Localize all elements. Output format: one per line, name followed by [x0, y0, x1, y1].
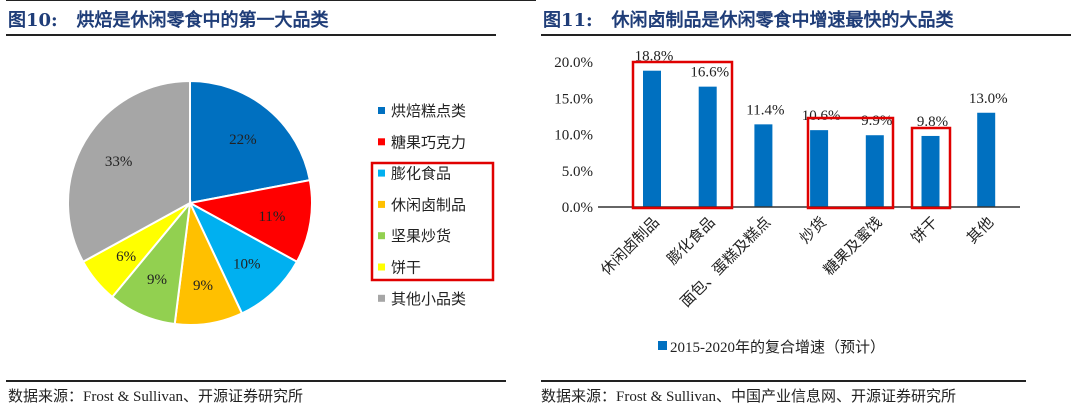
pie-slice-1 [187, 178, 313, 264]
legend-swatch-5 [378, 263, 385, 271]
bar-label-5: 9.8% [917, 114, 948, 130]
x-tick-0: 休闲卤制品 [598, 214, 663, 279]
bar-4 [865, 135, 884, 207]
left-title-rule [6, 34, 496, 36]
legend-item-6: 其他小品类 [391, 291, 466, 308]
bar-label-1: 16.6% [690, 65, 729, 81]
pie-label-3: 9% [193, 278, 213, 294]
left-chart-title: 图10: 烘焙是休闲零食中的第一大品类 [8, 10, 329, 31]
bar-legend-swatch [658, 341, 667, 350]
pie-label-0: 22% [229, 132, 257, 148]
bar-3 [810, 130, 829, 207]
x-tick-2: 面包、蛋糕及糕点 [677, 214, 774, 311]
pie-label-1: 11% [258, 209, 285, 225]
bar-5 [921, 135, 940, 207]
right-title-rule [541, 34, 1071, 36]
bar-6 [977, 112, 996, 207]
legend-item-1: 糖果巧克力 [391, 134, 466, 151]
legend-item-4: 坚果炒货 [391, 228, 451, 245]
bar-0 [643, 70, 661, 207]
y-tick-1: 5.0% [562, 164, 593, 180]
y-tick-0: 0.0% [562, 200, 593, 216]
right-source-rule [541, 380, 1026, 382]
y-tick-4: 20.0% [554, 55, 593, 71]
legend-swatch-6 [378, 294, 385, 302]
x-tick-3: 炒货 [797, 214, 830, 247]
right-chart-title: 图11: 休闲卤制品是休闲零食中增速最快的大品类 [543, 10, 954, 31]
bar-label-2: 11.4% [746, 102, 784, 118]
pie-slice-6 [67, 79, 191, 264]
legend-item-0: 烘焙糕点类 [391, 103, 466, 120]
left-source-rule [6, 380, 506, 382]
highlight-box-1 [806, 116, 895, 210]
bar-legend-label: 2015-2020年的复合增速（预计） [670, 338, 885, 356]
pie-label-2: 10% [233, 256, 261, 272]
highlight-box-0 [631, 60, 734, 210]
left-source: 数据来源：Frost & Sullivan、开源证券研究所 [8, 389, 304, 405]
pie-slice-2 [187, 200, 299, 315]
legend-swatch-1 [378, 138, 385, 146]
legend-swatch-2 [378, 169, 385, 177]
pie-label-4: 9% [147, 272, 167, 288]
pie-label-6: 33% [105, 154, 133, 170]
bar-1 [698, 86, 717, 207]
pie-slice-0 [189, 79, 312, 205]
legend-swatch-3 [378, 200, 385, 208]
bar-label-3: 10.6% [802, 108, 841, 124]
y-tick-3: 15.0% [554, 91, 593, 107]
bar-label-0: 18.8% [635, 49, 674, 65]
x-tick-4: 糖果及蜜饯 [821, 214, 886, 279]
legend-item-2: 膨化食品 [391, 166, 451, 183]
highlight-box [370, 161, 495, 282]
pie-label-5: 6% [116, 249, 136, 265]
x-tick-5: 饼干 [908, 214, 941, 247]
legend-swatch-4 [378, 232, 385, 240]
x-tick-1: 膨化食品 [664, 214, 718, 268]
legend-item-3: 休闲卤制品 [391, 197, 466, 214]
right-source: 数据来源：Frost & Sullivan、中国产业信息网、开源证券研究所 [541, 389, 957, 405]
top-rule [6, 0, 536, 1]
x-tick-6: 其他 [964, 214, 997, 247]
highlight-box-2 [910, 126, 952, 210]
legend-swatch-0 [378, 107, 385, 114]
y-tick-2: 10.0% [554, 128, 593, 144]
legend-item-5: 饼干 [391, 260, 421, 277]
bar-label-4: 9.9% [861, 113, 892, 129]
bar-2 [754, 124, 773, 207]
bar-label-6: 13.0% [969, 91, 1008, 107]
